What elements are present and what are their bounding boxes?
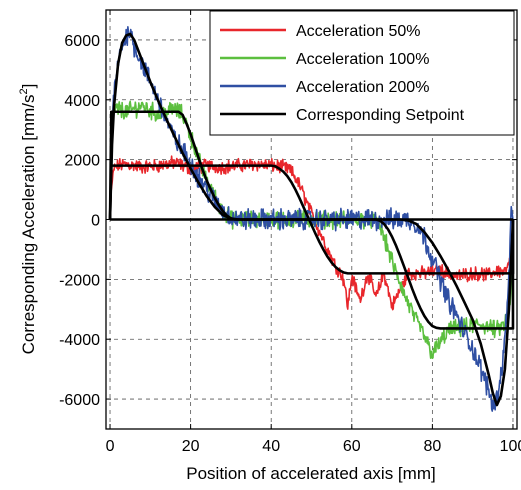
y-axis-label-end: ]: [19, 84, 38, 89]
legend-label-acceleration-200: Acceleration 200%: [296, 79, 429, 96]
x-axis-label: Position of accelerated axis [mm]: [186, 464, 435, 483]
y-tick-label-6: 6000: [64, 33, 100, 50]
y-tick-label-4: 2000: [64, 153, 100, 170]
y-axis-label: Corresponding Acceleration [mm/s2]: [18, 84, 38, 355]
y-axis-label-superscript: 2: [18, 88, 30, 94]
series-line-corresponding-setpoint-3: [110, 218, 515, 330]
legend-label-acceleration-50: Acceleration 50%: [296, 23, 421, 40]
y-axis-label-main: Corresponding Acceleration [mm/s: [19, 95, 38, 355]
x-tick-label-2: 40: [262, 438, 280, 455]
series-line-corresponding-setpoint-4: [108, 32, 515, 407]
y-tick-label-5: 4000: [64, 93, 100, 110]
x-tick-label-1: 20: [182, 438, 200, 455]
y-tick-label-0: -6000: [59, 392, 100, 409]
series-layer: [108, 26, 515, 412]
y-tick-label-2: -2000: [59, 272, 100, 289]
series-line-acceleration-100: [109, 100, 514, 360]
x-tick-label-0: 0: [106, 438, 115, 455]
series-line-corresponding-setpoint-1: [108, 164, 515, 275]
x-tick-label-5: 100: [500, 438, 521, 455]
legend-label-acceleration-100: Acceleration 100%: [296, 51, 429, 68]
x-tick-label-3: 60: [343, 438, 361, 455]
series-line-acceleration-200: [109, 26, 514, 412]
legend: Acceleration 50% Acceleration 100% Acceler…: [209, 10, 515, 136]
tick-labels: 0 20 40 60 80 100 -6000 -4000 -2000 0 2000 4000 6000: [59, 33, 521, 455]
x-tick-label-4: 80: [423, 438, 441, 455]
y-tick-label-3: 0: [91, 213, 100, 230]
y-tick-label-1: -4000: [59, 332, 100, 349]
legend-label-corresponding-setpoint: Corresponding Setpoint: [296, 107, 465, 124]
